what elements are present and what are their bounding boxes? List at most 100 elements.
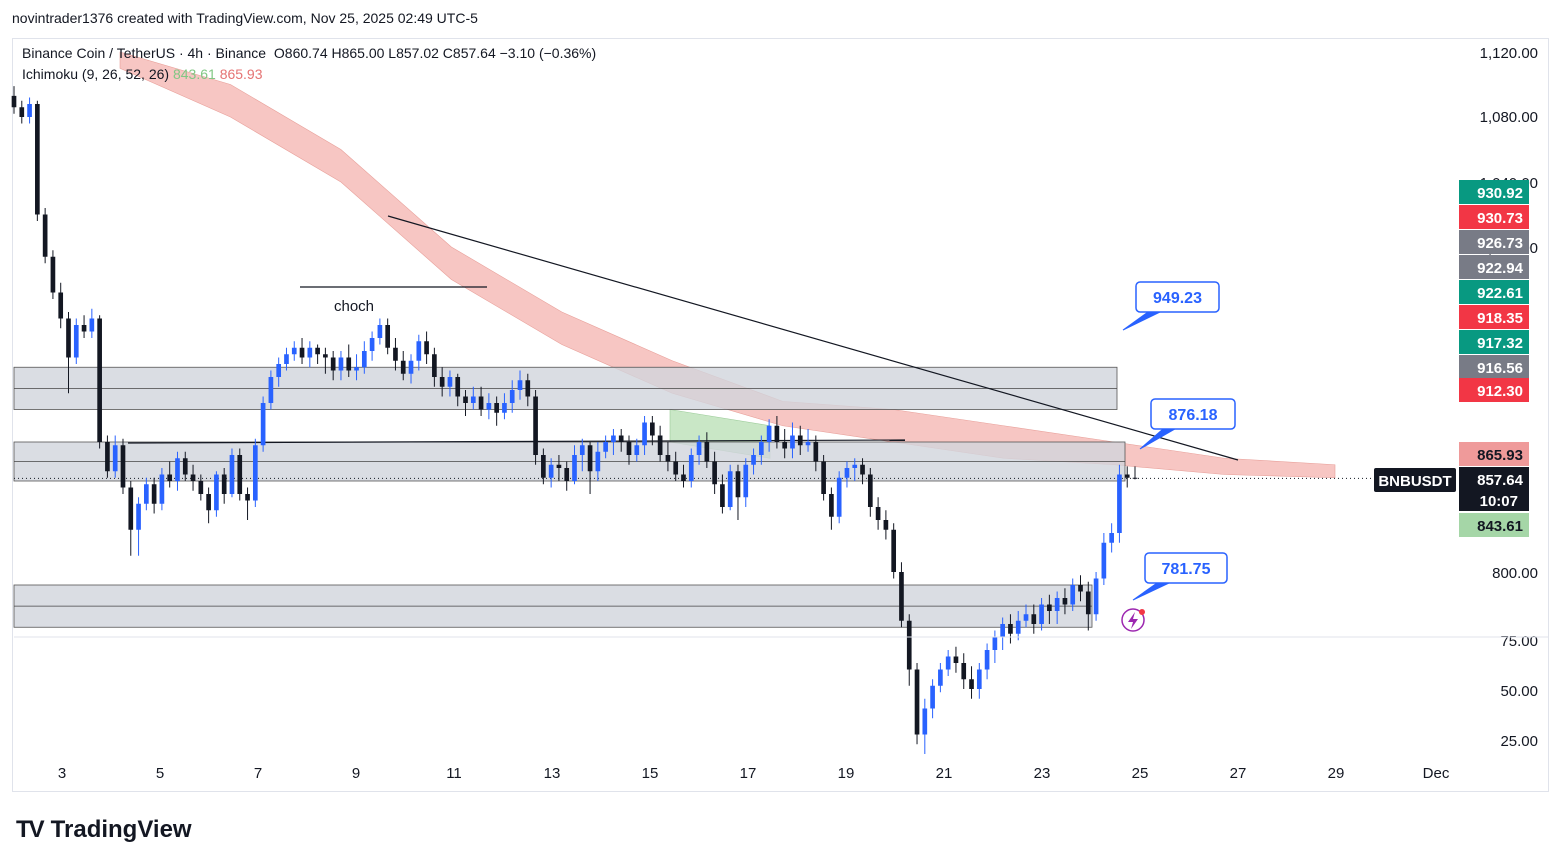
candle-body: [938, 669, 943, 686]
candle-body: [572, 455, 577, 481]
candle-body: [432, 354, 437, 377]
candle-body: [463, 396, 468, 403]
candle-body: [50, 256, 56, 293]
candle-body: [805, 442, 811, 446]
candle-body: [541, 455, 546, 478]
candle-body: [1109, 533, 1114, 543]
candle-body: [618, 435, 624, 442]
candle-body: [245, 494, 250, 501]
candle-body: [354, 367, 359, 371]
candle-body: [11, 95, 17, 108]
candle-body: [797, 435, 803, 446]
alert-dot: [1139, 609, 1145, 615]
symbol-name[interactable]: Binance Coin / TetherUS · 4h · Binance: [22, 45, 267, 61]
price-tag-box: [1459, 205, 1529, 229]
candle-body: [1000, 624, 1005, 637]
symbol-legend[interactable]: Binance Coin / TetherUS · 4h · Binance O…: [22, 45, 596, 61]
span-b-tag-box: [1459, 442, 1529, 466]
candle-body: [416, 341, 422, 361]
candle-body: [696, 442, 702, 455]
candle-body: [821, 461, 826, 494]
candle-body: [611, 435, 616, 442]
callout-pointer: [1139, 428, 1176, 450]
brand-name: TradingView: [50, 816, 192, 843]
callout-box: [1150, 398, 1236, 430]
candle-body: [237, 455, 243, 494]
indicator-value-span-a: 843.61: [172, 66, 216, 82]
price-tag-box: [1459, 355, 1529, 379]
x-tick-label: 29: [1328, 765, 1345, 782]
candle-body: [727, 471, 733, 507]
candle-body: [603, 442, 608, 452]
candle-body: [144, 484, 149, 504]
x-tick-label: 15: [642, 765, 659, 782]
candle-body: [151, 484, 157, 504]
price-tag-value: 918.35: [1477, 310, 1523, 327]
candle-body: [307, 347, 313, 358]
candle-body: [89, 318, 95, 332]
x-tick-label: 3: [58, 765, 66, 782]
candle-body: [439, 377, 445, 387]
symbol-tag-box: [1374, 468, 1456, 492]
time-axis: 3 5 7 9 11 13 15 17 19 21 23 25 27 29 Dec: [58, 765, 1450, 782]
candle-body: [735, 471, 741, 498]
price-tag-box: [1459, 230, 1529, 254]
price-tag-box: [1459, 378, 1529, 402]
candle-body: [813, 442, 819, 462]
candle-body: [556, 464, 562, 468]
callout-pointer: [1132, 582, 1170, 601]
callout-box: [1144, 552, 1228, 584]
candle-body: [268, 377, 274, 403]
candle-body: [875, 507, 881, 520]
candle-body: [276, 364, 282, 377]
candle-body: [1093, 578, 1099, 615]
candle-body: [642, 422, 647, 446]
candle-body: [330, 357, 336, 371]
candle-body: [136, 503, 141, 530]
candle-body: [548, 464, 554, 478]
callout-price: 949.23: [1153, 290, 1202, 307]
price-tag-value: 922.94: [1477, 260, 1524, 277]
candle-body: [564, 468, 570, 481]
candle-body: [914, 669, 920, 735]
candle-body: [27, 104, 32, 117]
candle-body: [97, 318, 102, 442]
candle-body: [883, 520, 889, 530]
x-tick-label: 19: [838, 765, 855, 782]
annotations: choch 949.23 876.18 781.75: [334, 281, 1236, 632]
candle-body: [774, 425, 780, 442]
indicator-name[interactable]: Ichimoku (9, 26, 52, 26): [22, 66, 170, 82]
candle-body: [206, 494, 211, 511]
choch-label: choch: [334, 298, 374, 315]
candle-body: [1117, 474, 1122, 533]
candle-body: [400, 360, 406, 374]
candle-body: [992, 637, 998, 650]
price-tag-value: 926.73: [1477, 235, 1523, 252]
candle-body: [1054, 598, 1060, 611]
price-tag-box: [1459, 255, 1529, 279]
indicator-value-span-b: 865.93: [219, 66, 263, 82]
chart-frame[interactable]: [12, 38, 1549, 792]
candle-body: [860, 464, 865, 475]
candle-body: [930, 685, 935, 709]
indicator-legend[interactable]: Ichimoku (9, 26, 52, 26) 843.61 865.93: [22, 66, 263, 82]
tradingview-brand[interactable]: TV TradingView: [16, 816, 192, 844]
price-tags: 930.92 930.73 926.73 922.94 922.61 918.35 917.…: [1374, 180, 1529, 537]
candle-body: [455, 377, 461, 397]
candle-body: [393, 347, 398, 361]
candle-body: [229, 455, 235, 494]
candle-body: [665, 455, 671, 462]
x-tick-label: 9: [352, 765, 360, 782]
candlesticks: [11, 86, 1138, 754]
candle-body: [175, 458, 180, 481]
candle-body: [867, 474, 873, 507]
candle-body: [1085, 591, 1091, 615]
candle-body: [338, 357, 344, 371]
candle-body: [447, 377, 453, 387]
span-b-tag-value: 865.93: [1477, 447, 1523, 464]
price-tag-box: [1459, 305, 1529, 329]
candle-body: [385, 325, 391, 348]
x-tick-label: 25: [1132, 765, 1149, 782]
candle-body: [1047, 604, 1052, 611]
